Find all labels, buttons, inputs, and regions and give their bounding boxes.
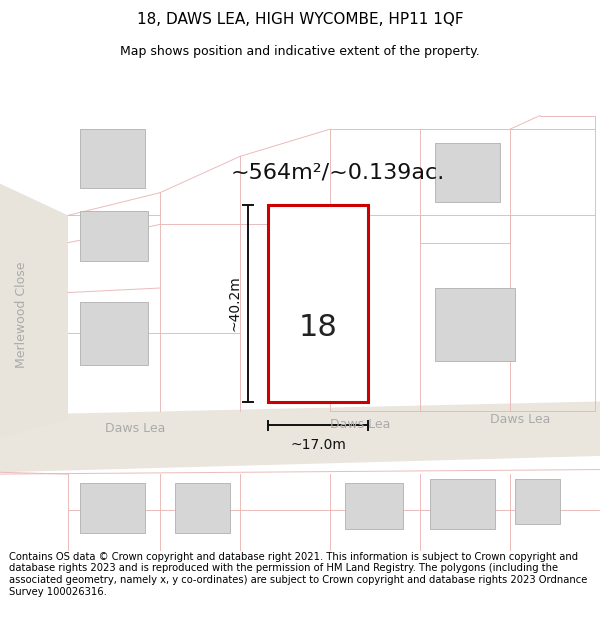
Bar [80, 129, 145, 188]
Bar [515, 479, 560, 524]
Text: Daws Lea: Daws Lea [105, 422, 165, 435]
Polygon shape [0, 184, 68, 438]
Bar [345, 483, 403, 529]
Bar [80, 211, 148, 261]
Text: Merlewood Close: Merlewood Close [16, 262, 29, 369]
Text: 18: 18 [299, 312, 337, 342]
Bar [435, 142, 500, 202]
Text: ~17.0m: ~17.0m [290, 438, 346, 452]
Text: Daws Lea: Daws Lea [490, 413, 550, 426]
Bar [175, 483, 230, 533]
Text: Map shows position and indicative extent of the property.: Map shows position and indicative extent… [120, 45, 480, 58]
Bar [435, 288, 515, 361]
Text: ~564m²/~0.139ac.: ~564m²/~0.139ac. [231, 162, 445, 182]
Text: Contains OS data © Crown copyright and database right 2021. This information is : Contains OS data © Crown copyright and d… [9, 552, 587, 597]
Text: ~40.2m: ~40.2m [227, 276, 241, 331]
Text: 18, DAWS LEA, HIGH WYCOMBE, HP11 1QF: 18, DAWS LEA, HIGH WYCOMBE, HP11 1QF [137, 12, 463, 27]
Bar [80, 302, 148, 365]
Bar [268, 204, 368, 402]
Bar [430, 479, 495, 529]
Polygon shape [0, 401, 600, 472]
Text: Daws Lea: Daws Lea [330, 418, 390, 431]
Bar [80, 483, 145, 533]
